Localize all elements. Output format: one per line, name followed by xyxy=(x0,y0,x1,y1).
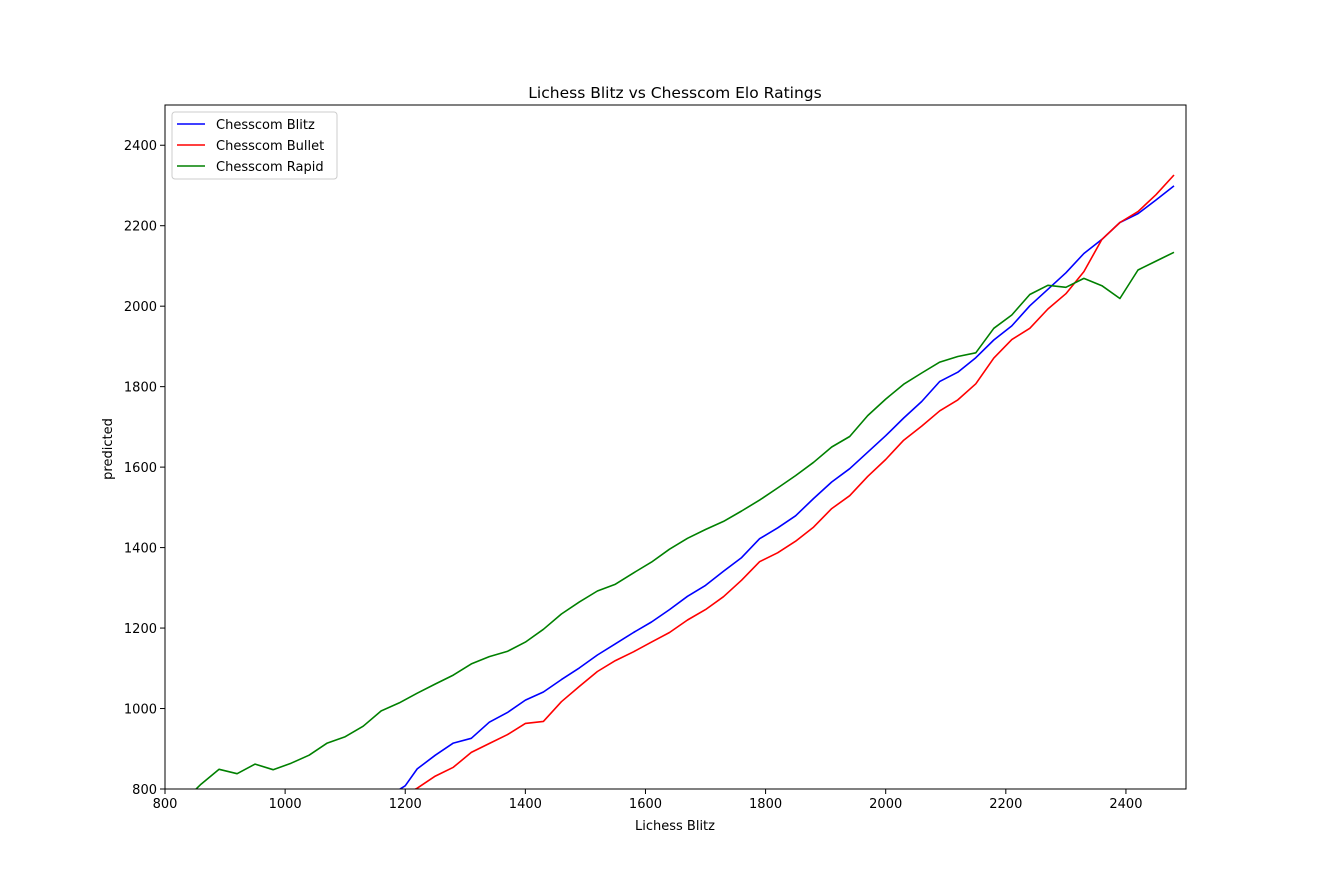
x-tick-label: 800 xyxy=(153,797,178,812)
x-axis-title: Lichess Blitz xyxy=(635,819,715,834)
plot-frame xyxy=(164,104,1187,790)
x-tick-label: 1200 xyxy=(389,797,422,812)
y-tick-label: 2400 xyxy=(124,139,157,154)
x-tick-label: 1800 xyxy=(749,797,782,812)
y-tick-label: 1200 xyxy=(124,622,157,637)
x-tick-label: 1600 xyxy=(629,797,662,812)
legend-box xyxy=(171,111,338,180)
x-axis: 800 1000 1200 1400 1600 1800 2000 2200 2400 xyxy=(153,789,1142,812)
y-tick-label: 2200 xyxy=(124,220,157,235)
legend-label: Chesscom Blitz xyxy=(216,118,315,133)
y-tick-label: 2000 xyxy=(124,300,157,315)
chart-title: Lichess Blitz vs Chesscom Elo Ratings xyxy=(528,84,821,102)
y-axis-title: predicted xyxy=(101,418,116,480)
y-axis: 800 1000 1200 1400 1600 1800 2000 2200 2400 xyxy=(124,139,165,798)
series-line-1 xyxy=(398,185,1175,789)
x-tick-label: 2200 xyxy=(989,797,1022,812)
x-tick-label: 1000 xyxy=(269,797,302,812)
series-line-2 xyxy=(413,174,1175,789)
x-tick-label: 1400 xyxy=(509,797,542,812)
legend-label: Chesscom Rapid xyxy=(216,160,324,175)
legend-label: Chesscom Bullet xyxy=(216,139,324,154)
series-line-3 xyxy=(194,251,1175,789)
y-tick-label: 1600 xyxy=(124,461,157,476)
y-tick-label: 800 xyxy=(132,783,157,798)
y-tick-label: 1400 xyxy=(124,542,157,557)
y-tick-label: 1000 xyxy=(124,703,157,718)
x-tick-label: 2400 xyxy=(1109,797,1142,812)
y-tick-label: 1800 xyxy=(124,381,157,396)
series-layer xyxy=(194,174,1175,789)
x-tick-label: 2000 xyxy=(869,797,902,812)
legend: Chesscom Blitz Chesscom Bullet Chesscom Ra… xyxy=(171,111,338,180)
